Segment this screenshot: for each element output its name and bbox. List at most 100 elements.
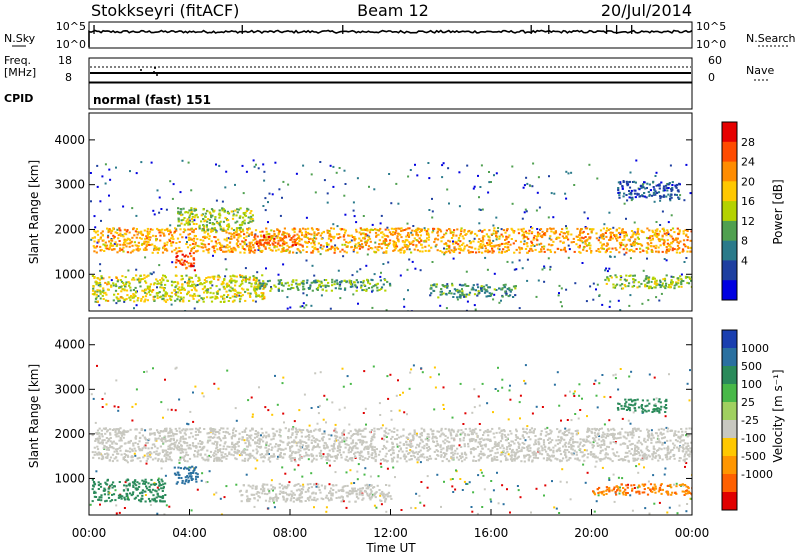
- heatmap-cell: [438, 373, 440, 375]
- heatmap-cell: [320, 450, 322, 452]
- heatmap-cell: [260, 434, 262, 436]
- heatmap-cell: [344, 407, 346, 409]
- heatmap-cell: [110, 286, 112, 288]
- heatmap-cell: [203, 220, 205, 222]
- heatmap-cell: [216, 248, 218, 250]
- heatmap-cell: [170, 231, 172, 233]
- heatmap-cell: [504, 291, 506, 293]
- heatmap-cell: [652, 239, 654, 241]
- heatmap-cell: [201, 230, 203, 232]
- heatmap-cell: [164, 293, 166, 295]
- heatmap-cell: [424, 227, 426, 229]
- heatmap-cell: [610, 236, 612, 238]
- heatmap-cell: [102, 398, 104, 400]
- heatmap-cell: [654, 189, 656, 191]
- heatmap-cell: [263, 296, 265, 298]
- heatmap-cell: [671, 214, 673, 216]
- heatmap-cell: [616, 276, 618, 278]
- heatmap-cell: [191, 289, 193, 291]
- heatmap-cell: [192, 265, 194, 267]
- heatmap-cell: [563, 232, 565, 234]
- heatmap-cell: [609, 232, 611, 234]
- heatmap-cell: [440, 288, 442, 290]
- heatmap-cell: [468, 246, 470, 248]
- heatmap-cell: [507, 261, 509, 263]
- heatmap-cell: [606, 283, 608, 285]
- heatmap-cell: [102, 235, 104, 237]
- heatmap-cell: [258, 241, 260, 243]
- heatmap-cell: [669, 507, 671, 509]
- heatmap-cell: [629, 187, 631, 189]
- heatmap-cell: [464, 245, 466, 247]
- heatmap-cell: [189, 444, 191, 446]
- heatmap-cell: [191, 211, 193, 213]
- heatmap-cell: [115, 379, 117, 381]
- heatmap-cell: [178, 286, 180, 288]
- heatmap-cell: [432, 290, 434, 292]
- heatmap-cell: [643, 270, 645, 272]
- heatmap-cell: [165, 458, 167, 460]
- heatmap-cell: [102, 239, 104, 241]
- heatmap-cell: [267, 409, 269, 411]
- station-title: Stokkseyri (fitACF): [91, 1, 239, 20]
- heatmap-cell: [513, 252, 515, 254]
- heatmap-cell: [213, 246, 215, 248]
- heatmap-cell: [435, 244, 437, 246]
- heatmap-cell: [565, 198, 567, 200]
- heatmap-cell: [386, 441, 388, 443]
- heatmap-cell: [439, 305, 441, 307]
- heatmap-cell: [637, 429, 639, 431]
- heatmap-cell: [456, 228, 458, 230]
- heatmap-cell: [188, 278, 190, 280]
- heatmap-cell: [126, 290, 128, 292]
- heatmap-cell: [508, 418, 510, 420]
- heatmap-cell: [632, 510, 634, 512]
- heatmap-cell: [352, 274, 354, 276]
- heatmap-cell: [510, 291, 512, 293]
- heatmap-cell: [440, 451, 442, 453]
- heatmap-cell: [144, 280, 146, 282]
- heatmap-cell: [272, 193, 274, 195]
- heatmap-cell: [257, 245, 259, 247]
- heatmap-cell: [250, 221, 252, 223]
- heatmap-cell: [100, 232, 102, 234]
- heatmap-cell: [184, 224, 186, 226]
- heatmap-cell: [443, 408, 445, 410]
- heatmap-cell: [204, 244, 206, 246]
- heatmap-cell: [248, 279, 250, 281]
- heatmap-cell: [496, 459, 498, 461]
- heatmap-cell: [630, 275, 632, 277]
- heatmap-cell: [278, 249, 280, 251]
- heatmap-cell: [571, 419, 573, 421]
- heatmap-cell: [557, 371, 559, 373]
- heatmap-cell: [522, 267, 524, 269]
- heatmap-cell: [252, 244, 254, 246]
- heatmap-cell: [446, 307, 448, 309]
- heatmap-cell: [534, 441, 536, 443]
- heatmap-cell: [312, 265, 314, 267]
- heatmap-cell: [208, 238, 210, 240]
- heatmap-cell: [436, 440, 438, 442]
- heatmap-cell: [662, 236, 664, 238]
- heatmap-cell: [133, 297, 135, 299]
- heatmap-cell: [338, 233, 340, 235]
- heatmap-cell: [435, 238, 437, 240]
- heatmap-cell: [383, 460, 385, 462]
- heatmap-cell: [258, 294, 260, 296]
- heatmap-cell: [290, 460, 292, 462]
- heatmap-cell: [235, 249, 237, 251]
- heatmap-cell: [484, 257, 486, 259]
- heatmap-cell: [203, 301, 205, 303]
- heatmap-cell: [530, 431, 532, 433]
- heatmap-cell: [194, 243, 196, 245]
- heatmap-cell: [305, 304, 307, 306]
- heatmap-cell: [374, 242, 376, 244]
- heatmap-cell: [609, 306, 611, 308]
- heatmap-cell: [101, 430, 103, 432]
- heatmap-cell: [208, 252, 210, 254]
- heatmap-cell: [668, 187, 670, 189]
- heatmap-cell: [565, 225, 567, 227]
- heatmap-cell: [380, 463, 382, 465]
- heatmap-cell: [630, 249, 632, 251]
- heatmap-cell: [379, 246, 381, 248]
